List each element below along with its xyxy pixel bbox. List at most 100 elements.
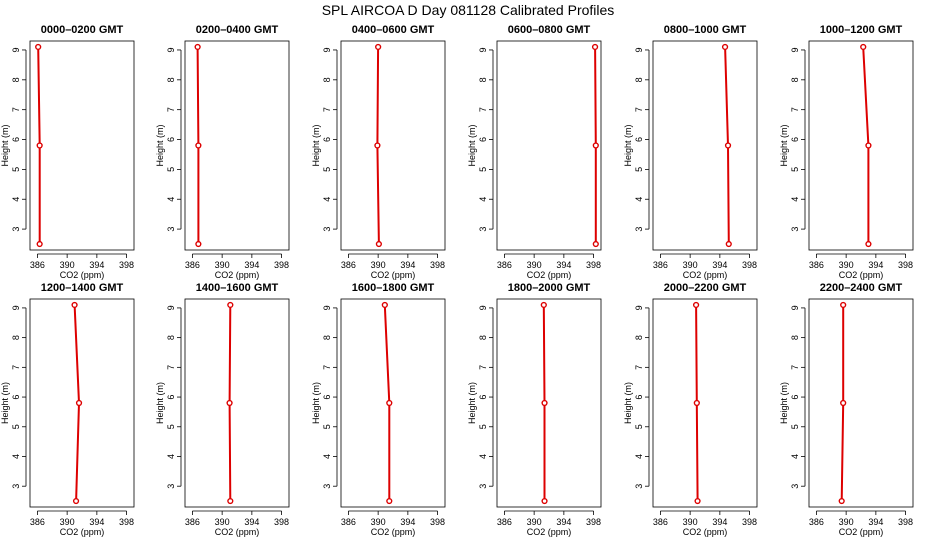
x-tick-label: 386: [30, 517, 45, 527]
x-tick-label: 398: [430, 260, 445, 270]
y-tick-label: 4: [322, 197, 332, 202]
x-tick-label: 390: [839, 517, 854, 527]
y-tick-label: 5: [11, 167, 21, 172]
data-point: [374, 142, 381, 149]
y-tick-label: 3: [11, 227, 21, 232]
y-tick-label: 7: [166, 107, 176, 112]
data-point: [36, 240, 43, 248]
x-axis-label: CO2 (ppm): [371, 270, 416, 280]
y-tick-label: 5: [322, 167, 332, 172]
y-tick-label: 4: [634, 197, 644, 202]
data-point: [195, 142, 202, 149]
x-tick-label: 394: [712, 517, 727, 527]
y-tick-label: 3: [634, 227, 644, 232]
y-axis-label: Height (m): [779, 382, 789, 424]
x-axis-label: CO2 (ppm): [839, 527, 884, 537]
x-tick-label: 386: [653, 260, 668, 270]
y-tick-label: 3: [322, 484, 332, 489]
y-tick-label: 5: [478, 167, 488, 172]
x-tick-label: 390: [683, 260, 698, 270]
y-tick-label: 5: [790, 167, 800, 172]
x-axis-label: CO2 (ppm): [215, 527, 260, 537]
y-tick-label: 9: [634, 47, 644, 52]
y-tick-label: 8: [11, 335, 21, 340]
y-tick-label: 5: [166, 424, 176, 429]
y-tick-label: 8: [166, 335, 176, 340]
y-tick-label: 5: [166, 167, 176, 172]
x-tick-label: 394: [244, 260, 259, 270]
x-axis-label: CO2 (ppm): [215, 270, 260, 280]
y-tick-label: 6: [790, 137, 800, 142]
x-tick-label: 394: [89, 260, 104, 270]
y-tick-label: 5: [634, 167, 644, 172]
x-tick-label: 390: [683, 517, 698, 527]
x-axis-label: CO2 (ppm): [683, 527, 728, 537]
data-point: [865, 240, 872, 248]
page-title: SPL AIRCOA D Day 081128 Calibrated Profi…: [321, 2, 615, 18]
x-axis-label: CO2 (ppm): [839, 270, 884, 280]
x-tick-label: 394: [244, 517, 259, 527]
y-tick-label: 8: [166, 77, 176, 82]
y-tick-label: 9: [11, 305, 21, 310]
y-tick-label: 9: [790, 47, 800, 52]
data-point: [721, 43, 729, 51]
panel-title: 1000–1200 GMT: [820, 24, 903, 36]
y-tick-label: 9: [322, 305, 332, 310]
y-tick-label: 5: [322, 424, 332, 429]
y-tick-label: 5: [790, 424, 800, 429]
data-point: [541, 399, 548, 407]
profile-panel-0: 0000–0200 GMT 386 390 394 398 CO2 (ppm) 3 4 5 6 7 8…: [0, 24, 135, 280]
x-tick-label: 398: [274, 517, 289, 527]
y-tick-label: 6: [322, 137, 332, 142]
x-tick-label: 398: [430, 517, 445, 527]
x-tick-label: 390: [60, 260, 75, 270]
y-axis-label: Height (m): [623, 124, 633, 166]
x-tick-label: 398: [898, 260, 913, 270]
data-point: [592, 142, 599, 149]
y-tick-label: 8: [478, 77, 488, 82]
data-point: [592, 240, 599, 248]
x-tick-label: 394: [868, 260, 883, 270]
x-tick-label: 386: [185, 260, 200, 270]
profile-panel-2: 0400–0600 GMT 386 390 394 398 CO2 (ppm) 3 4 5 6 7 8…: [311, 24, 446, 280]
y-tick-label: 5: [478, 424, 488, 429]
data-point: [71, 301, 78, 309]
x-tick-label: 394: [712, 260, 727, 270]
y-tick-label: 3: [790, 484, 800, 489]
profile-panel-11: 2200–2400 GMT 386 390 394 398 CO2 (ppm) 3 4 5 6 7 8…: [779, 282, 914, 537]
x-tick-label: 398: [274, 260, 289, 270]
y-axis-label: Height (m): [779, 124, 789, 166]
y-tick-label: 4: [322, 454, 332, 459]
x-axis-label: CO2 (ppm): [527, 527, 572, 537]
panel-title: 1800–2000 GMT: [508, 282, 591, 294]
y-tick-label: 6: [166, 395, 176, 400]
y-axis-label: Height (m): [623, 382, 633, 424]
x-tick-label: 398: [119, 517, 134, 527]
panel-title: 2000–2200 GMT: [664, 282, 747, 294]
plot-frame: [496, 298, 602, 508]
data-point: [381, 301, 388, 309]
panel-title: 0400–0600 GMT: [352, 24, 435, 36]
y-tick-label: 4: [11, 197, 21, 202]
plot-frame: [340, 40, 446, 251]
panel-title: 0000–0200 GMT: [41, 24, 124, 36]
y-tick-label: 5: [634, 424, 644, 429]
y-tick-label: 7: [790, 365, 800, 370]
panel-title: 0200–0400 GMT: [196, 24, 279, 36]
y-tick-label: 7: [322, 107, 332, 112]
x-axis-label: CO2 (ppm): [683, 270, 728, 280]
y-tick-label: 4: [166, 454, 176, 459]
y-tick-label: 6: [790, 395, 800, 400]
x-tick-label: 390: [371, 517, 386, 527]
x-tick-label: 390: [60, 517, 75, 527]
data-point: [724, 142, 732, 149]
x-tick-label: 390: [215, 517, 230, 527]
profile-panel-7: 1400–1600 GMT 386 390 394 398 CO2 (ppm) 3 4 5 6 7 8…: [155, 282, 290, 537]
y-tick-label: 3: [790, 227, 800, 232]
data-point: [693, 399, 700, 407]
data-point: [35, 43, 42, 51]
x-tick-label: 386: [341, 260, 356, 270]
x-tick-label: 398: [898, 517, 913, 527]
data-point: [226, 399, 233, 407]
y-tick-label: 7: [478, 365, 488, 370]
